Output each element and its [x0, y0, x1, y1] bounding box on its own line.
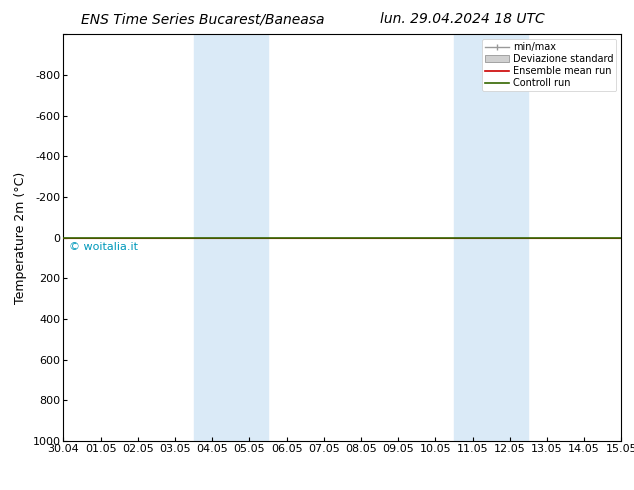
Legend: min/max, Deviazione standard, Ensemble mean run, Controll run: min/max, Deviazione standard, Ensemble m… [482, 39, 616, 91]
Y-axis label: Temperature 2m (°C): Temperature 2m (°C) [14, 172, 27, 304]
Bar [193, 34, 268, 441]
Text: ENS Time Series Bucarest/Baneasa: ENS Time Series Bucarest/Baneasa [81, 12, 325, 26]
Text: © woitalia.it: © woitalia.it [69, 242, 138, 252]
Text: lun. 29.04.2024 18 UTC: lun. 29.04.2024 18 UTC [380, 12, 545, 26]
Bar [454, 34, 528, 441]
